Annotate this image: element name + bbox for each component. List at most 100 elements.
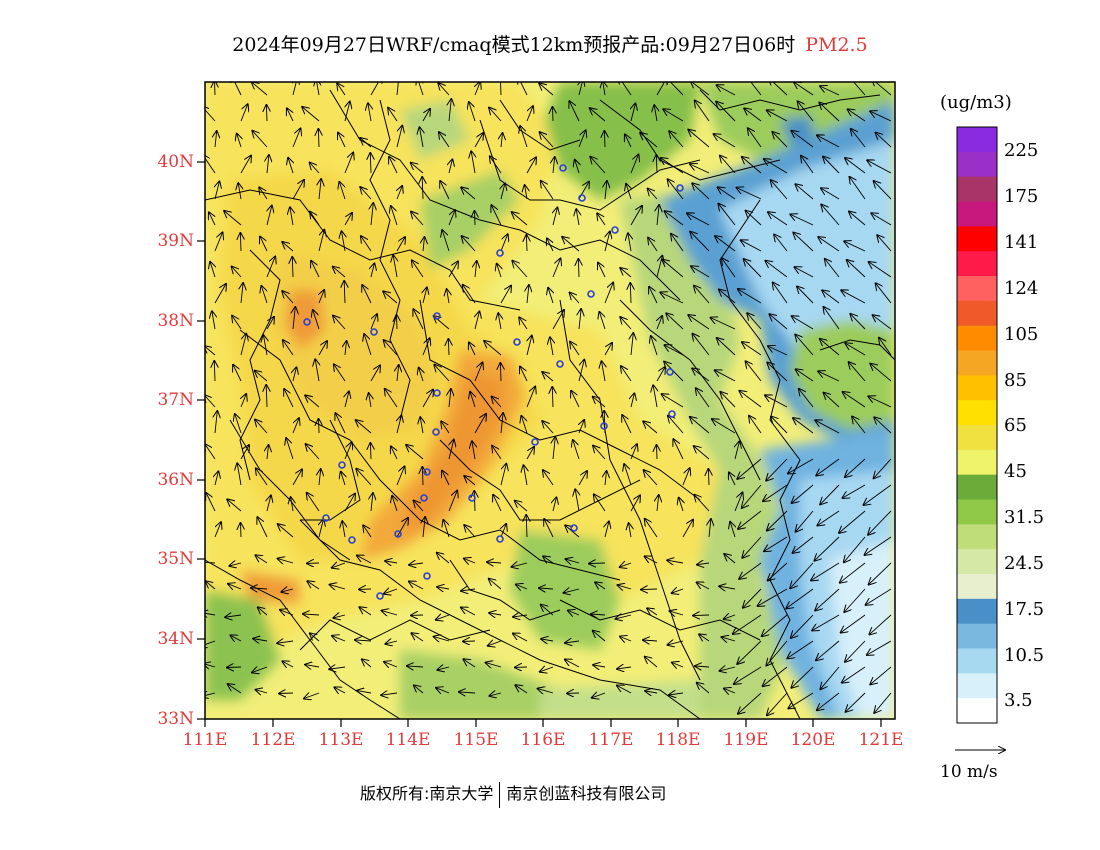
wind-vector xyxy=(764,536,788,551)
wind-vector xyxy=(475,82,480,96)
wind-vector xyxy=(628,233,631,252)
wind-vector xyxy=(816,458,840,476)
wind-vector xyxy=(738,692,762,714)
wind-vector xyxy=(542,421,554,434)
wind-vector xyxy=(564,589,580,593)
wind-vector xyxy=(668,179,684,200)
wind-vector xyxy=(205,444,216,460)
wind-vector xyxy=(867,160,892,174)
wind-vector xyxy=(720,156,736,174)
wind-vector xyxy=(267,496,271,512)
wind-vector xyxy=(708,469,709,486)
wind-vector xyxy=(694,446,710,460)
wind-vector xyxy=(489,693,502,696)
wind-vector xyxy=(717,85,736,96)
wind-vector xyxy=(624,464,632,486)
lon-label-119e: 119E xyxy=(723,730,769,750)
colorbar-unit-label: (ug/m3) xyxy=(940,92,1012,113)
wind-vector xyxy=(599,312,606,330)
wind-vector xyxy=(384,340,398,356)
wind-vector xyxy=(717,338,736,356)
wind-vector xyxy=(737,640,762,664)
wind-vector xyxy=(821,205,840,226)
wind-vector xyxy=(544,519,554,538)
wind-vector xyxy=(766,640,788,666)
wind-vector xyxy=(214,233,223,252)
wind-vector xyxy=(286,438,294,460)
wind-vector xyxy=(264,335,268,356)
wind-vector xyxy=(461,608,476,616)
wind-vector xyxy=(565,641,580,643)
wind-vector xyxy=(656,82,667,96)
wind-vector xyxy=(469,342,475,356)
wind-vector xyxy=(739,562,762,579)
lat-label-39n: 39N xyxy=(157,231,194,251)
wind-vector xyxy=(461,187,476,200)
city-marker xyxy=(348,536,356,544)
wind-vector xyxy=(590,157,606,174)
wind-vector xyxy=(788,458,814,474)
wind-vector xyxy=(839,510,866,533)
city-marker xyxy=(432,428,440,436)
wind-vector xyxy=(362,659,372,668)
colorbar-swatch xyxy=(957,201,997,227)
wind-vector xyxy=(370,82,382,96)
wind-vector xyxy=(258,607,268,616)
city-marker xyxy=(322,514,330,522)
colorbar-label-225: 225 xyxy=(1004,140,1039,161)
wind-vector xyxy=(397,365,399,382)
wind-vector xyxy=(645,657,658,668)
wind-vector xyxy=(253,639,268,641)
wind-vector xyxy=(540,667,554,672)
city-marker xyxy=(570,524,578,532)
wind-vector xyxy=(790,562,814,588)
wind-vector xyxy=(868,510,892,535)
wind-vector xyxy=(620,563,632,567)
wind-vector xyxy=(238,183,241,200)
wind-vector xyxy=(715,370,736,382)
wind-vector xyxy=(871,213,892,226)
wind-vector xyxy=(719,586,736,589)
wind-vector xyxy=(795,184,814,200)
wind-vector xyxy=(648,189,658,200)
wind-vector xyxy=(820,484,840,504)
colorbar-swatch xyxy=(957,276,997,302)
wind-vector xyxy=(711,318,736,330)
wind-vector xyxy=(515,501,528,512)
wind-vector xyxy=(255,371,268,382)
wind-vector xyxy=(360,138,372,148)
wind-vector xyxy=(206,493,216,512)
lon-label-121e: 121E xyxy=(858,730,904,750)
wind-vector xyxy=(397,82,399,96)
wind-vector xyxy=(224,211,242,226)
wind-vector xyxy=(688,130,710,148)
wind-vector xyxy=(767,363,788,382)
wind-vector xyxy=(744,108,762,122)
wind-vector xyxy=(392,496,397,512)
wind-vector xyxy=(256,690,268,693)
wind-vector xyxy=(362,285,372,304)
wind-vector xyxy=(543,556,554,563)
wind-vector xyxy=(657,205,659,226)
wind-vector xyxy=(205,562,216,563)
wind-vector xyxy=(787,640,814,658)
wind-vector xyxy=(640,133,658,148)
wind-vector xyxy=(724,554,736,564)
wind-vector xyxy=(423,288,427,304)
city-marker xyxy=(666,368,674,376)
wind-vector xyxy=(205,693,216,696)
wind-vector xyxy=(344,281,345,304)
wind-vector xyxy=(311,261,320,278)
wind-vector xyxy=(620,268,632,278)
wind-vector xyxy=(820,339,840,356)
wind-vector xyxy=(670,611,684,615)
city-marker xyxy=(668,410,676,418)
wind-vector xyxy=(492,397,502,408)
wind-vector xyxy=(695,101,710,122)
wind-vector xyxy=(501,133,503,148)
wind-vector xyxy=(412,260,424,278)
wind-vector xyxy=(735,442,739,460)
wind-vector xyxy=(812,614,840,631)
wind-vector xyxy=(215,131,217,148)
wind-vector xyxy=(526,157,536,174)
